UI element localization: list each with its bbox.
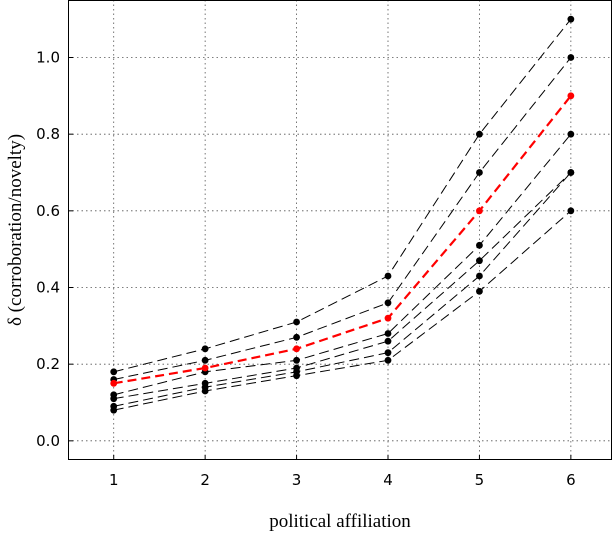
data-point	[384, 314, 392, 322]
y-axis-label: δ (corroboration/novelty)	[5, 134, 26, 326]
data-point	[567, 169, 575, 176]
data-point	[567, 207, 575, 215]
y-tick-label: 0.6	[36, 202, 60, 220]
data-point	[110, 379, 118, 387]
y-tick-label: 0.8	[36, 125, 60, 143]
data-point	[476, 272, 483, 280]
data-point	[384, 337, 392, 345]
plot-frame	[68, 0, 612, 460]
data-point	[293, 345, 300, 353]
x-tick-label: 2	[200, 471, 210, 489]
tick-labels: 1 2 3 4 5 6 0.0 0.2 0.4 0.6 0.8 1.0	[36, 49, 575, 490]
series	[110, 15, 575, 376]
data-point	[201, 364, 209, 372]
x-axis-label: political affiliation	[269, 511, 411, 532]
x-tick-label: 6	[566, 471, 576, 489]
series-line	[113, 172, 572, 407]
series-layer	[110, 15, 575, 414]
y-tick-label: 0.4	[36, 279, 60, 297]
data-point	[476, 207, 483, 215]
series-line	[113, 18, 572, 373]
data-point	[201, 387, 209, 395]
series-highlight	[110, 92, 575, 387]
data-point	[384, 330, 392, 337]
data-point	[476, 169, 483, 176]
data-point	[201, 345, 209, 353]
series	[110, 207, 575, 414]
data-point	[201, 356, 209, 364]
data-point	[110, 406, 118, 414]
series	[110, 169, 575, 410]
data-point	[110, 368, 118, 376]
y-tick-label: 1.0	[36, 49, 60, 67]
series	[110, 54, 575, 383]
data-point	[384, 299, 392, 307]
data-point	[384, 356, 392, 364]
data-point	[110, 395, 118, 403]
series-line	[113, 172, 572, 400]
x-tick-label: 4	[383, 471, 393, 489]
y-tick-label: 0.0	[36, 432, 60, 450]
data-point	[293, 356, 300, 364]
data-point	[293, 333, 300, 341]
series-line	[113, 95, 572, 385]
data-point	[476, 257, 483, 265]
data-point	[384, 272, 392, 280]
data-point	[567, 15, 575, 23]
data-point	[476, 287, 483, 295]
data-point	[476, 241, 483, 249]
data-point	[567, 130, 575, 138]
data-point	[293, 372, 300, 380]
series-line	[113, 57, 572, 380]
x-tick-label: 3	[292, 471, 302, 489]
data-point	[567, 92, 575, 100]
series-line	[113, 133, 572, 396]
x-tick-label: 5	[475, 471, 485, 489]
data-point	[476, 130, 483, 138]
y-tick-label: 0.2	[36, 355, 60, 373]
data-point	[567, 54, 575, 61]
series	[110, 169, 575, 403]
series-line	[113, 210, 572, 411]
series	[110, 130, 575, 399]
x-tick-label: 1	[109, 471, 119, 489]
data-point	[384, 349, 392, 357]
grid-lines	[68, 0, 612, 460]
data-point	[293, 318, 300, 326]
